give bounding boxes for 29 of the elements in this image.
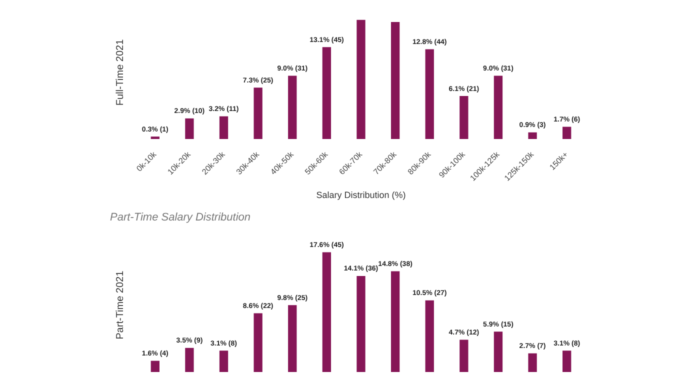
- bar: [562, 350, 572, 372]
- bar: [425, 49, 434, 139]
- bar: [460, 340, 468, 372]
- bar: [528, 132, 537, 139]
- bar: [425, 300, 434, 372]
- bar: [185, 348, 194, 372]
- bar: [219, 116, 228, 139]
- bar: [254, 313, 262, 372]
- bar: [219, 350, 228, 372]
- bar: [460, 96, 468, 139]
- bar: [356, 276, 366, 372]
- bar: [356, 20, 366, 139]
- chart-title: Part-Time Salary Distribution: [110, 212, 250, 224]
- bar: [322, 252, 332, 372]
- y-axis-title: Full-Time 2021: [114, 38, 126, 106]
- bar: [390, 271, 400, 372]
- bar: [254, 88, 262, 139]
- bar: [150, 360, 160, 372]
- bar: [390, 22, 400, 139]
- bar: [494, 332, 503, 372]
- bar: [322, 47, 332, 139]
- bar: [288, 76, 297, 139]
- x-axis-title: Salary Distribution (%): [316, 190, 406, 200]
- bar: [562, 126, 572, 139]
- bar: [494, 76, 503, 139]
- bar: [528, 353, 537, 372]
- bar: [288, 305, 297, 372]
- bar: [185, 118, 194, 139]
- y-axis-title: Part-Time 2021: [114, 270, 126, 340]
